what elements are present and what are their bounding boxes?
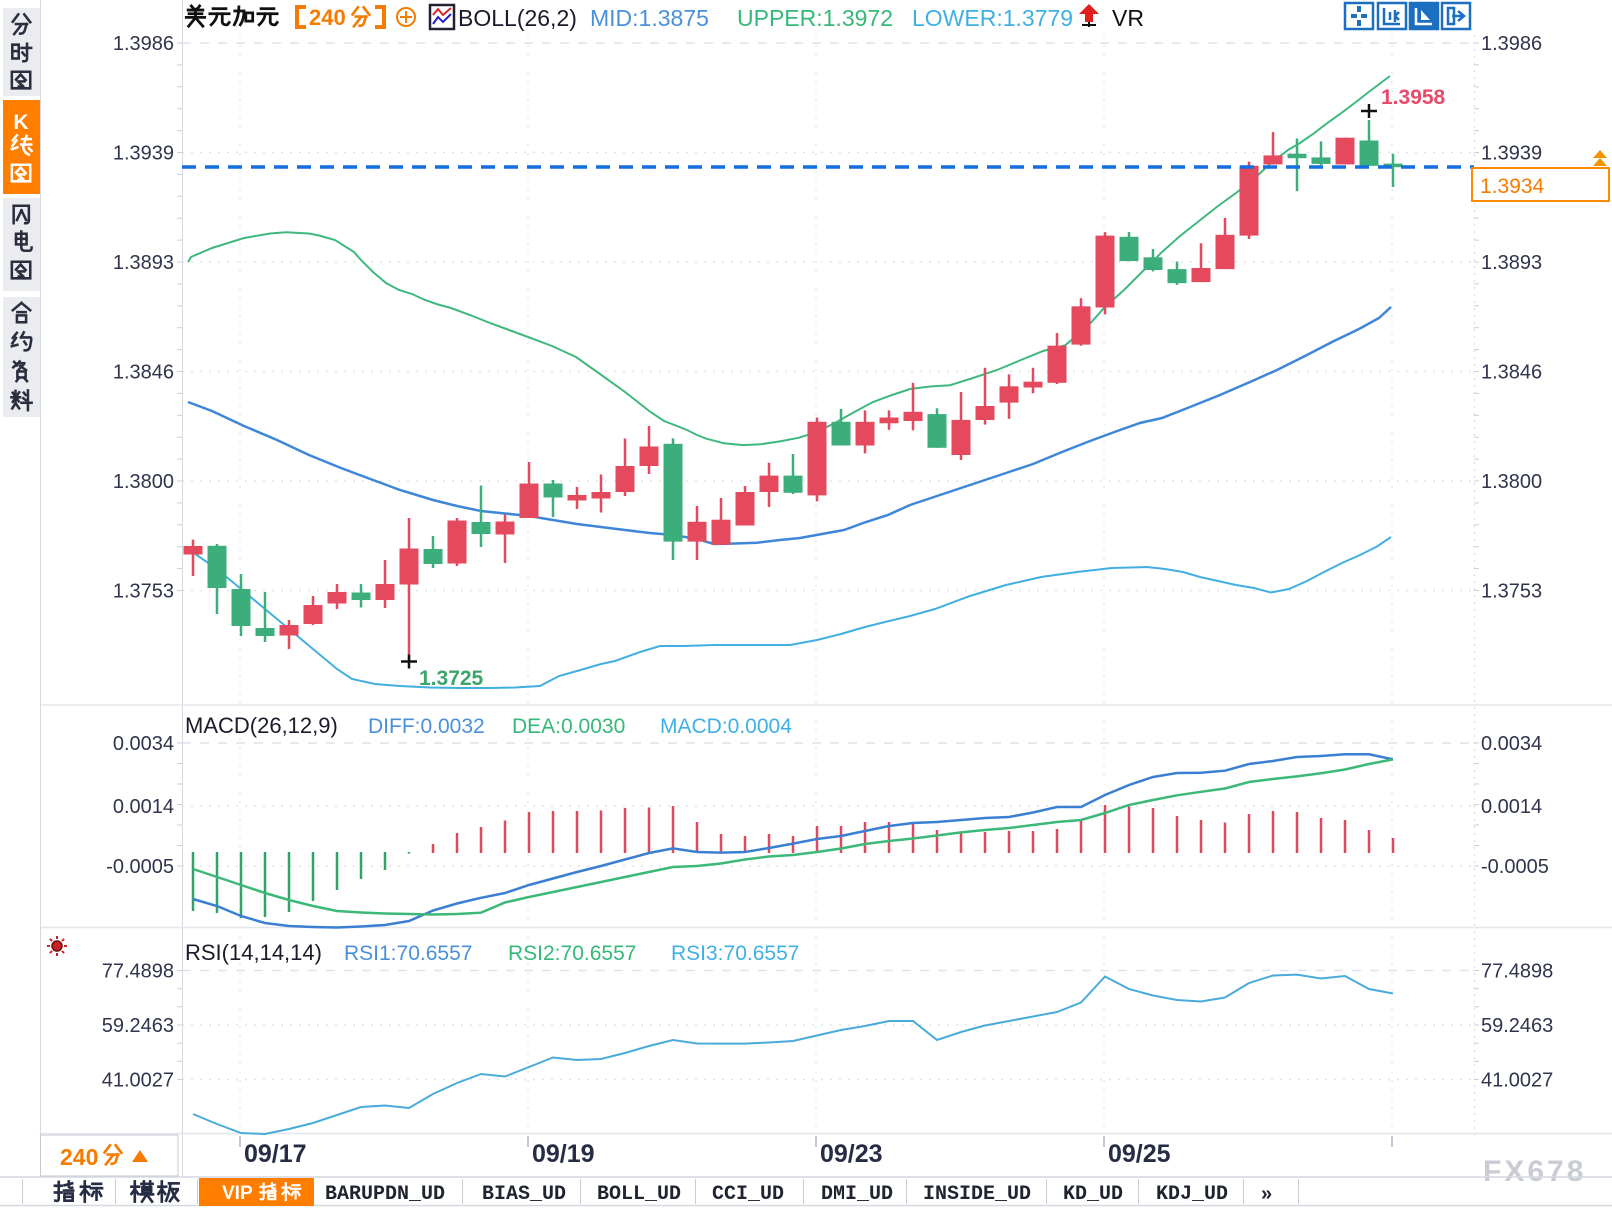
svg-text:1.3725: 1.3725 — [419, 667, 484, 690]
svg-text:DEA:0.0030: DEA:0.0030 — [512, 715, 625, 738]
svg-text:0.0034: 0.0034 — [1481, 733, 1542, 755]
svg-text:FX678: FX678 — [1483, 1155, 1586, 1188]
svg-text:41.0027: 41.0027 — [1481, 1070, 1553, 1092]
svg-text:BOLL_UD: BOLL_UD — [597, 1183, 681, 1206]
svg-text:BARUPDN_UD: BARUPDN_UD — [325, 1183, 445, 1206]
svg-text:1.3939: 1.3939 — [1481, 143, 1542, 165]
svg-text:1.3800: 1.3800 — [113, 471, 174, 493]
svg-text:LOWER:1.3779: LOWER:1.3779 — [912, 5, 1073, 31]
svg-text:RSI3:70.6557: RSI3:70.6557 — [671, 942, 799, 965]
svg-text:1.3753: 1.3753 — [113, 581, 174, 603]
svg-text:K: K — [13, 111, 28, 134]
svg-text:240: 240 — [60, 1144, 98, 1170]
svg-text:59.2463: 59.2463 — [1481, 1015, 1553, 1037]
svg-text:RSI(14,14,14): RSI(14,14,14) — [185, 940, 322, 965]
svg-text:1.3893: 1.3893 — [1481, 252, 1542, 274]
svg-text:1.3753: 1.3753 — [1481, 581, 1542, 603]
svg-text:DIFF:0.0032: DIFF:0.0032 — [368, 715, 485, 738]
svg-text:-0.0005: -0.0005 — [106, 856, 174, 878]
svg-text:MID:1.3875: MID:1.3875 — [590, 5, 709, 31]
svg-text:59.2463: 59.2463 — [102, 1015, 174, 1037]
svg-text:1.3846: 1.3846 — [113, 362, 174, 384]
svg-text:»: » — [1261, 1183, 1272, 1205]
svg-text:77.4898: 77.4898 — [1481, 961, 1553, 983]
svg-text:VR: VR — [1112, 5, 1144, 31]
svg-text:INSIDE_UD: INSIDE_UD — [923, 1183, 1031, 1206]
svg-text:09/23: 09/23 — [820, 1140, 883, 1168]
svg-text:0.0014: 0.0014 — [113, 796, 174, 818]
svg-text:DMI_UD: DMI_UD — [821, 1183, 893, 1206]
svg-text:0.0034: 0.0034 — [113, 733, 174, 755]
svg-text:KDJ_UD: KDJ_UD — [1156, 1183, 1228, 1206]
svg-text:09/19: 09/19 — [532, 1140, 595, 1168]
svg-text:VIP: VIP — [222, 1183, 253, 1204]
svg-text:MACD:0.0004: MACD:0.0004 — [660, 715, 792, 738]
svg-text:1.3846: 1.3846 — [1481, 362, 1542, 384]
svg-text:RSI2:70.6557: RSI2:70.6557 — [508, 942, 636, 965]
svg-text:MACD(26,12,9): MACD(26,12,9) — [185, 713, 338, 738]
svg-text:RSI1:70.6557: RSI1:70.6557 — [344, 942, 472, 965]
svg-text:77.4898: 77.4898 — [102, 961, 174, 983]
svg-text:CCI_UD: CCI_UD — [712, 1183, 784, 1206]
svg-text:09/25: 09/25 — [1108, 1140, 1171, 1168]
svg-text:1.3893: 1.3893 — [113, 252, 174, 274]
svg-text:1.3939: 1.3939 — [113, 143, 174, 165]
svg-text:-0.0005: -0.0005 — [1481, 856, 1549, 878]
svg-text:41.0027: 41.0027 — [102, 1070, 174, 1092]
svg-text:1.3986: 1.3986 — [113, 33, 174, 55]
svg-text:1.3986: 1.3986 — [1481, 33, 1542, 55]
svg-text:240: 240 — [309, 5, 346, 30]
svg-text:BIAS_UD: BIAS_UD — [482, 1183, 566, 1206]
svg-text:KD_UD: KD_UD — [1063, 1183, 1123, 1206]
svg-text:1.3800: 1.3800 — [1481, 471, 1542, 493]
svg-text:09/17: 09/17 — [244, 1140, 307, 1168]
svg-text:UPPER:1.3972: UPPER:1.3972 — [737, 5, 893, 31]
svg-text:1.3934: 1.3934 — [1480, 175, 1545, 198]
svg-text:1.3958: 1.3958 — [1381, 86, 1446, 109]
svg-text:BOLL(26,2): BOLL(26,2) — [458, 5, 577, 31]
svg-text:0.0014: 0.0014 — [1481, 796, 1542, 818]
